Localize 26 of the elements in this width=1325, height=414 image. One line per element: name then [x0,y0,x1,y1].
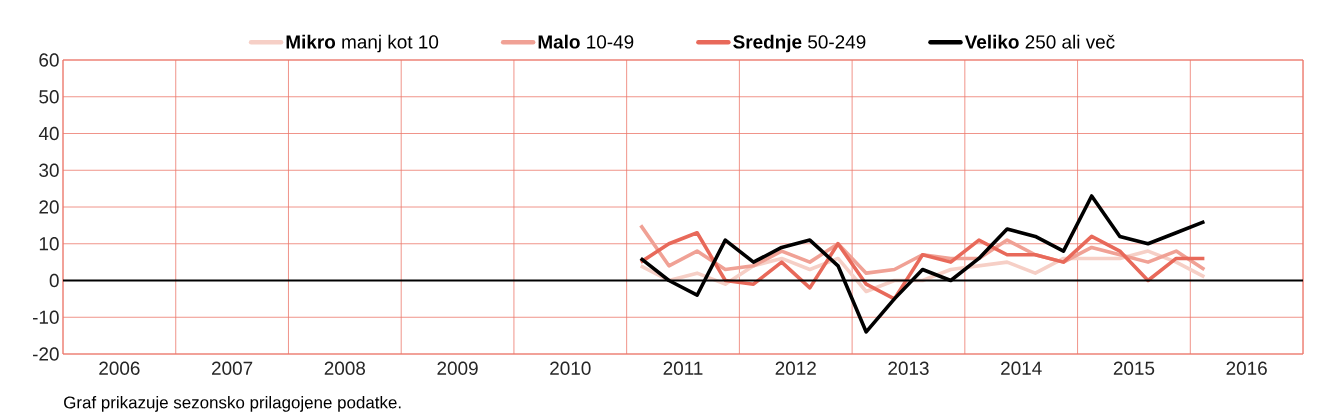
x-tick-label: 2016 [1226,361,1267,375]
x-tick-label: 2015 [1113,361,1155,375]
x-tick-label: 2014 [1001,361,1042,375]
legend-label: Srednje 50-249 [733,34,866,53]
x-tick-label: 2012 [775,361,816,375]
text: Graf prikazuje sezonsko prilagojene podatke. [64,396,401,412]
y-tick-label: -10 [32,310,59,324]
line-series [638,230,1207,301]
y-tick-label: 20 [39,200,59,214]
legend-label: Veliko 250 ali več [964,34,1115,49]
legend-label: Malo 10-49 [538,34,634,49]
y-tick-label: 0 [49,273,59,288]
y-tick-label: 50 [39,90,59,104]
y-tick-label: 10 [39,237,59,251]
y-tick-label: -20 [32,347,59,361]
x-tick-label: 2013 [888,361,929,375]
x-tick-label: 2006 [99,361,140,375]
x-tick-label: 2011 [663,361,703,375]
legend-label: Mikro manj kot 10 [286,34,439,53]
y-tick-label: 30 [39,163,59,177]
x-tick-label: 2007 [212,361,253,375]
x-tick-label: 2010 [550,361,591,375]
x-tick-label: 2008 [324,361,366,375]
y-tick-label: 60 [39,53,59,67]
y-tick-label: 40 [38,126,59,141]
x-tick-label: 2009 [437,361,478,375]
